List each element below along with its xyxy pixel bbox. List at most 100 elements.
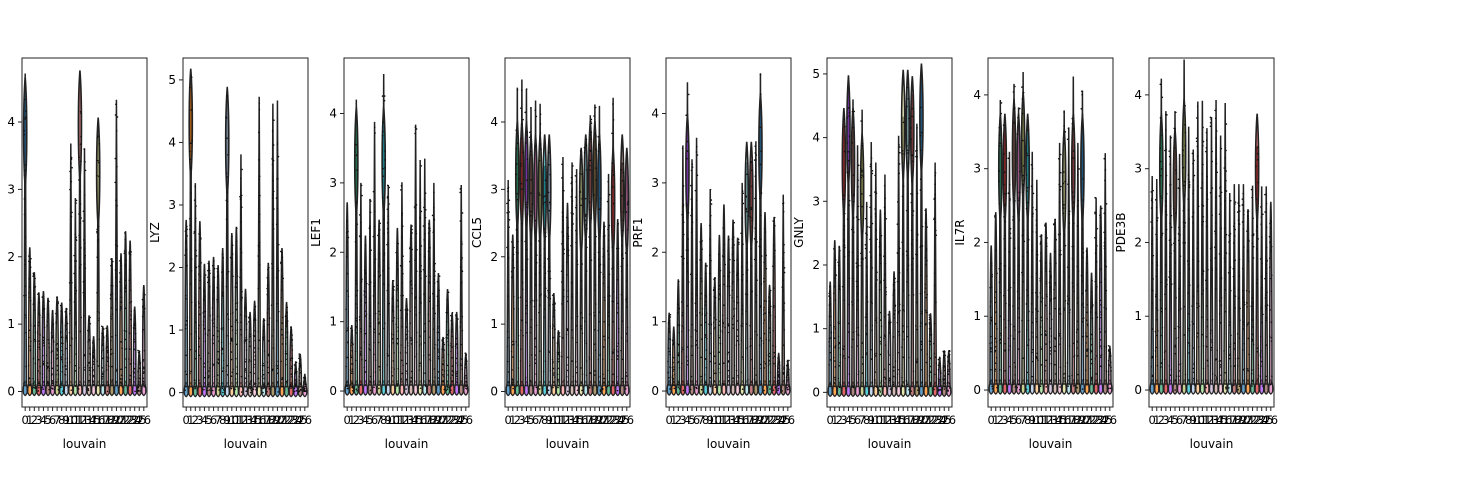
jitter-point [68, 331, 71, 334]
x-tick-label: 8 [380, 413, 387, 427]
violin-tail [703, 262, 708, 386]
x-tick-label: 7 [697, 413, 704, 427]
violin-tail [721, 204, 726, 386]
jitter-point [603, 264, 605, 267]
violin-tail [740, 182, 745, 386]
jitter-point [1048, 270, 1051, 273]
jitter-point [990, 262, 993, 265]
jitter-point [745, 310, 747, 313]
jitter-point [948, 370, 951, 373]
jitter-point [437, 357, 440, 360]
jitter-point [857, 373, 860, 376]
jitter-point [1058, 201, 1061, 204]
jitter-point [110, 348, 113, 351]
jitter-point [373, 261, 376, 264]
x-tick-label: 18 [100, 413, 115, 427]
jitter-point [704, 334, 707, 336]
jitter-point [103, 370, 105, 373]
jitter-point [607, 295, 609, 297]
jitter-point [369, 380, 372, 383]
jitter-point [1017, 307, 1020, 310]
jitter-point [68, 312, 71, 315]
jitter-point [737, 238, 740, 241]
jitter-point [397, 330, 399, 332]
jitter-point [833, 382, 836, 384]
jitter-point [345, 308, 347, 311]
jitter-point [415, 128, 418, 130]
jitter-point [769, 331, 772, 334]
jitter-point [511, 276, 513, 279]
jitter-point [437, 349, 439, 351]
jitter-point [724, 263, 727, 266]
jitter-point [211, 313, 214, 316]
jitter-point [369, 349, 371, 351]
jitter-point [669, 331, 671, 334]
jitter-point [382, 121, 384, 124]
jitter-point [78, 266, 81, 268]
jitter-point [195, 255, 198, 257]
jitter-point [290, 331, 292, 334]
violin-group [183, 68, 308, 398]
jitter-point [999, 332, 1002, 335]
jitter-point [1071, 374, 1073, 377]
jitter-point [141, 330, 144, 333]
y-axis-label: LYZ [148, 222, 162, 243]
jitter-point [530, 318, 533, 321]
jitter-point [710, 382, 712, 384]
jitter-point [871, 329, 873, 331]
jitter-point [365, 313, 368, 315]
jitter-point [143, 366, 145, 369]
jitter-point [557, 332, 559, 334]
jitter-point [570, 244, 572, 247]
x-tick-label: 25 [454, 413, 469, 427]
jitter-point [345, 231, 348, 234]
jitter-point [1089, 351, 1092, 354]
jitter-point [91, 342, 94, 344]
jitter-point [576, 341, 579, 344]
jitter-point [989, 347, 992, 349]
jitter-point [861, 205, 863, 208]
jitter-point [56, 357, 59, 359]
jitter-point [194, 357, 197, 360]
jitter-point [848, 373, 851, 375]
jitter-point [429, 230, 431, 232]
jitter-point [75, 239, 78, 241]
x-tick-label: 20 [431, 413, 446, 427]
jitter-point [520, 348, 522, 350]
jitter-point [1058, 254, 1061, 256]
jitter-point [595, 303, 597, 305]
jitter-point [124, 338, 127, 341]
jitter-point [386, 352, 389, 355]
jitter-point [1064, 372, 1067, 375]
jitter-point [508, 381, 510, 384]
jitter-point [208, 329, 210, 331]
jitter-point [700, 259, 703, 261]
jitter-point [581, 389, 583, 392]
jitter-point [220, 341, 223, 344]
jitter-point [622, 229, 624, 232]
jitter-point [1009, 227, 1012, 230]
jitter-point [355, 319, 358, 322]
jitter-point [763, 367, 766, 369]
jitter-point [933, 322, 936, 325]
jitter-point [409, 322, 412, 325]
jitter-point [1064, 380, 1066, 383]
jitter-point [368, 347, 370, 350]
jitter-point [602, 346, 605, 348]
jitter-point [828, 345, 831, 348]
jitter-point [56, 364, 59, 367]
jitter-point [425, 209, 427, 211]
jitter-point [130, 318, 132, 321]
jitter-point [124, 307, 127, 310]
jitter-point [447, 332, 450, 334]
jitter-point [751, 169, 753, 171]
jitter-point [272, 180, 274, 182]
jitter-point [756, 380, 758, 383]
jitter-point [892, 294, 895, 296]
jitter-point [588, 386, 591, 389]
jitter-point [83, 280, 85, 282]
jitter-point [778, 379, 780, 382]
jitter-point [733, 244, 735, 246]
jitter-point [96, 240, 99, 243]
violin-bulk [610, 147, 616, 258]
